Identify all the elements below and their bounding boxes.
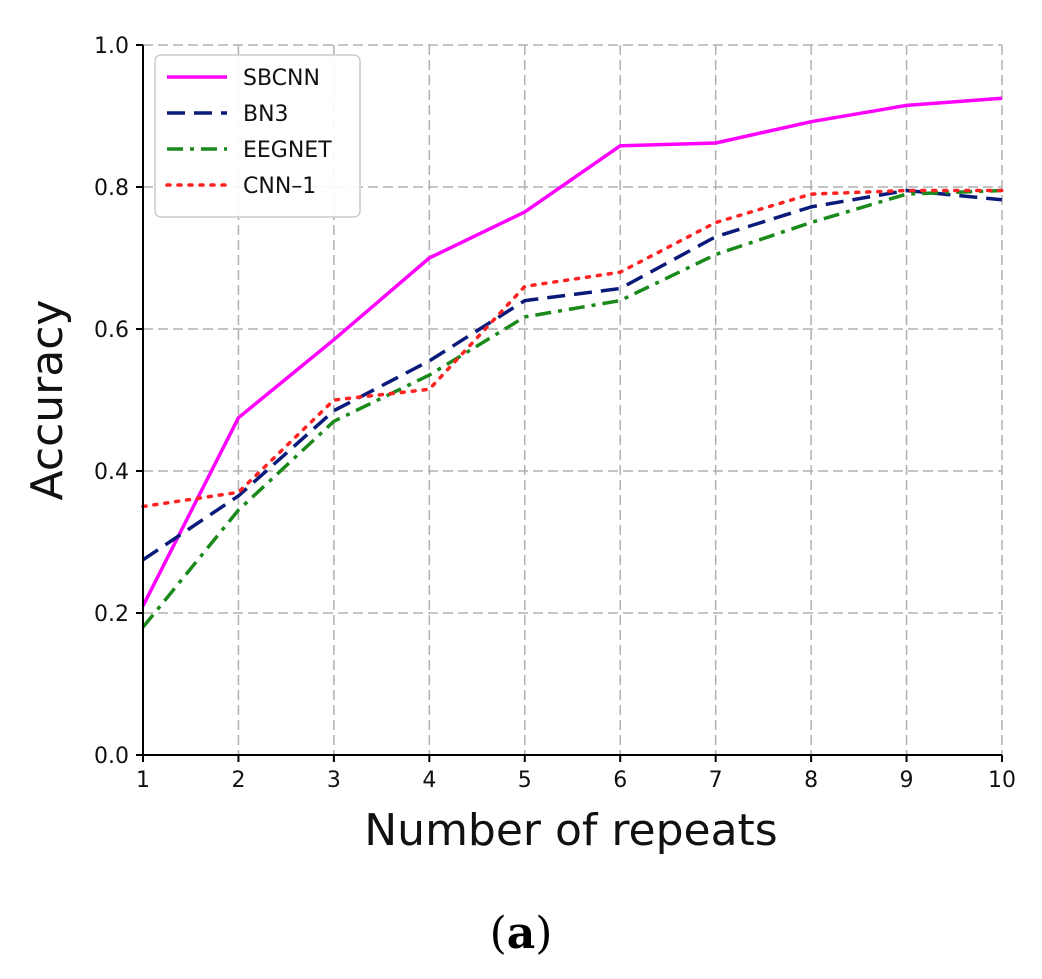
y-tick-label: 0.2 xyxy=(94,602,129,627)
legend-label: CNN–1 xyxy=(243,174,316,199)
y-tick-label: 0.0 xyxy=(94,744,129,769)
legend-label: BN3 xyxy=(243,102,289,127)
series-line-bn3 xyxy=(142,188,1003,562)
legend-label: EEGNET xyxy=(243,138,332,163)
y-axis-label: Accuracy xyxy=(22,300,73,501)
x-tick-label: 4 xyxy=(422,768,436,793)
y-tick-label: 1.0 xyxy=(94,34,129,59)
x-tick-label: 7 xyxy=(709,768,723,793)
y-tick-label: 0.8 xyxy=(94,176,129,201)
x-tick-label: 9 xyxy=(900,768,914,793)
caption-close-paren: ) xyxy=(535,908,553,959)
x-tick-label: 5 xyxy=(518,768,532,793)
y-tick-label: 0.6 xyxy=(94,318,129,343)
series-lines xyxy=(141,96,1004,629)
series-line-cnn-1 xyxy=(141,188,1004,509)
line-chart: 1 2 3 4 5 6 7 8 9 10 0.0 0.2 0.4 0.6 0.8 1.0 Number of … xyxy=(22,34,1016,856)
caption-letter: a xyxy=(506,908,536,959)
legend-box xyxy=(154,54,361,218)
x-tick-label: 2 xyxy=(231,768,245,793)
x-tick-label: 10 xyxy=(988,768,1016,793)
tick-labels: 1 2 3 4 5 6 7 8 9 10 0.0 0.2 0.4 0.6 0.8 1.0 xyxy=(94,34,1016,793)
axes xyxy=(136,44,1003,762)
y-tick-label: 0.4 xyxy=(94,460,129,485)
x-axis-label: Number of repeats xyxy=(364,805,777,856)
x-tick-label: 3 xyxy=(327,768,341,793)
series-line-sbcnn xyxy=(141,96,1003,607)
x-tick-label: 8 xyxy=(804,768,818,793)
legend: SBCNN BN3 EEGNET CNN–1 xyxy=(154,54,361,218)
series-line-eegnet xyxy=(141,188,1003,629)
caption-open-paren: ( xyxy=(489,908,507,959)
x-tick-label: 6 xyxy=(613,768,627,793)
figure-caption: (a) xyxy=(0,908,1042,959)
legend-label: SBCNN xyxy=(243,66,320,91)
x-tick-label: 1 xyxy=(136,768,150,793)
